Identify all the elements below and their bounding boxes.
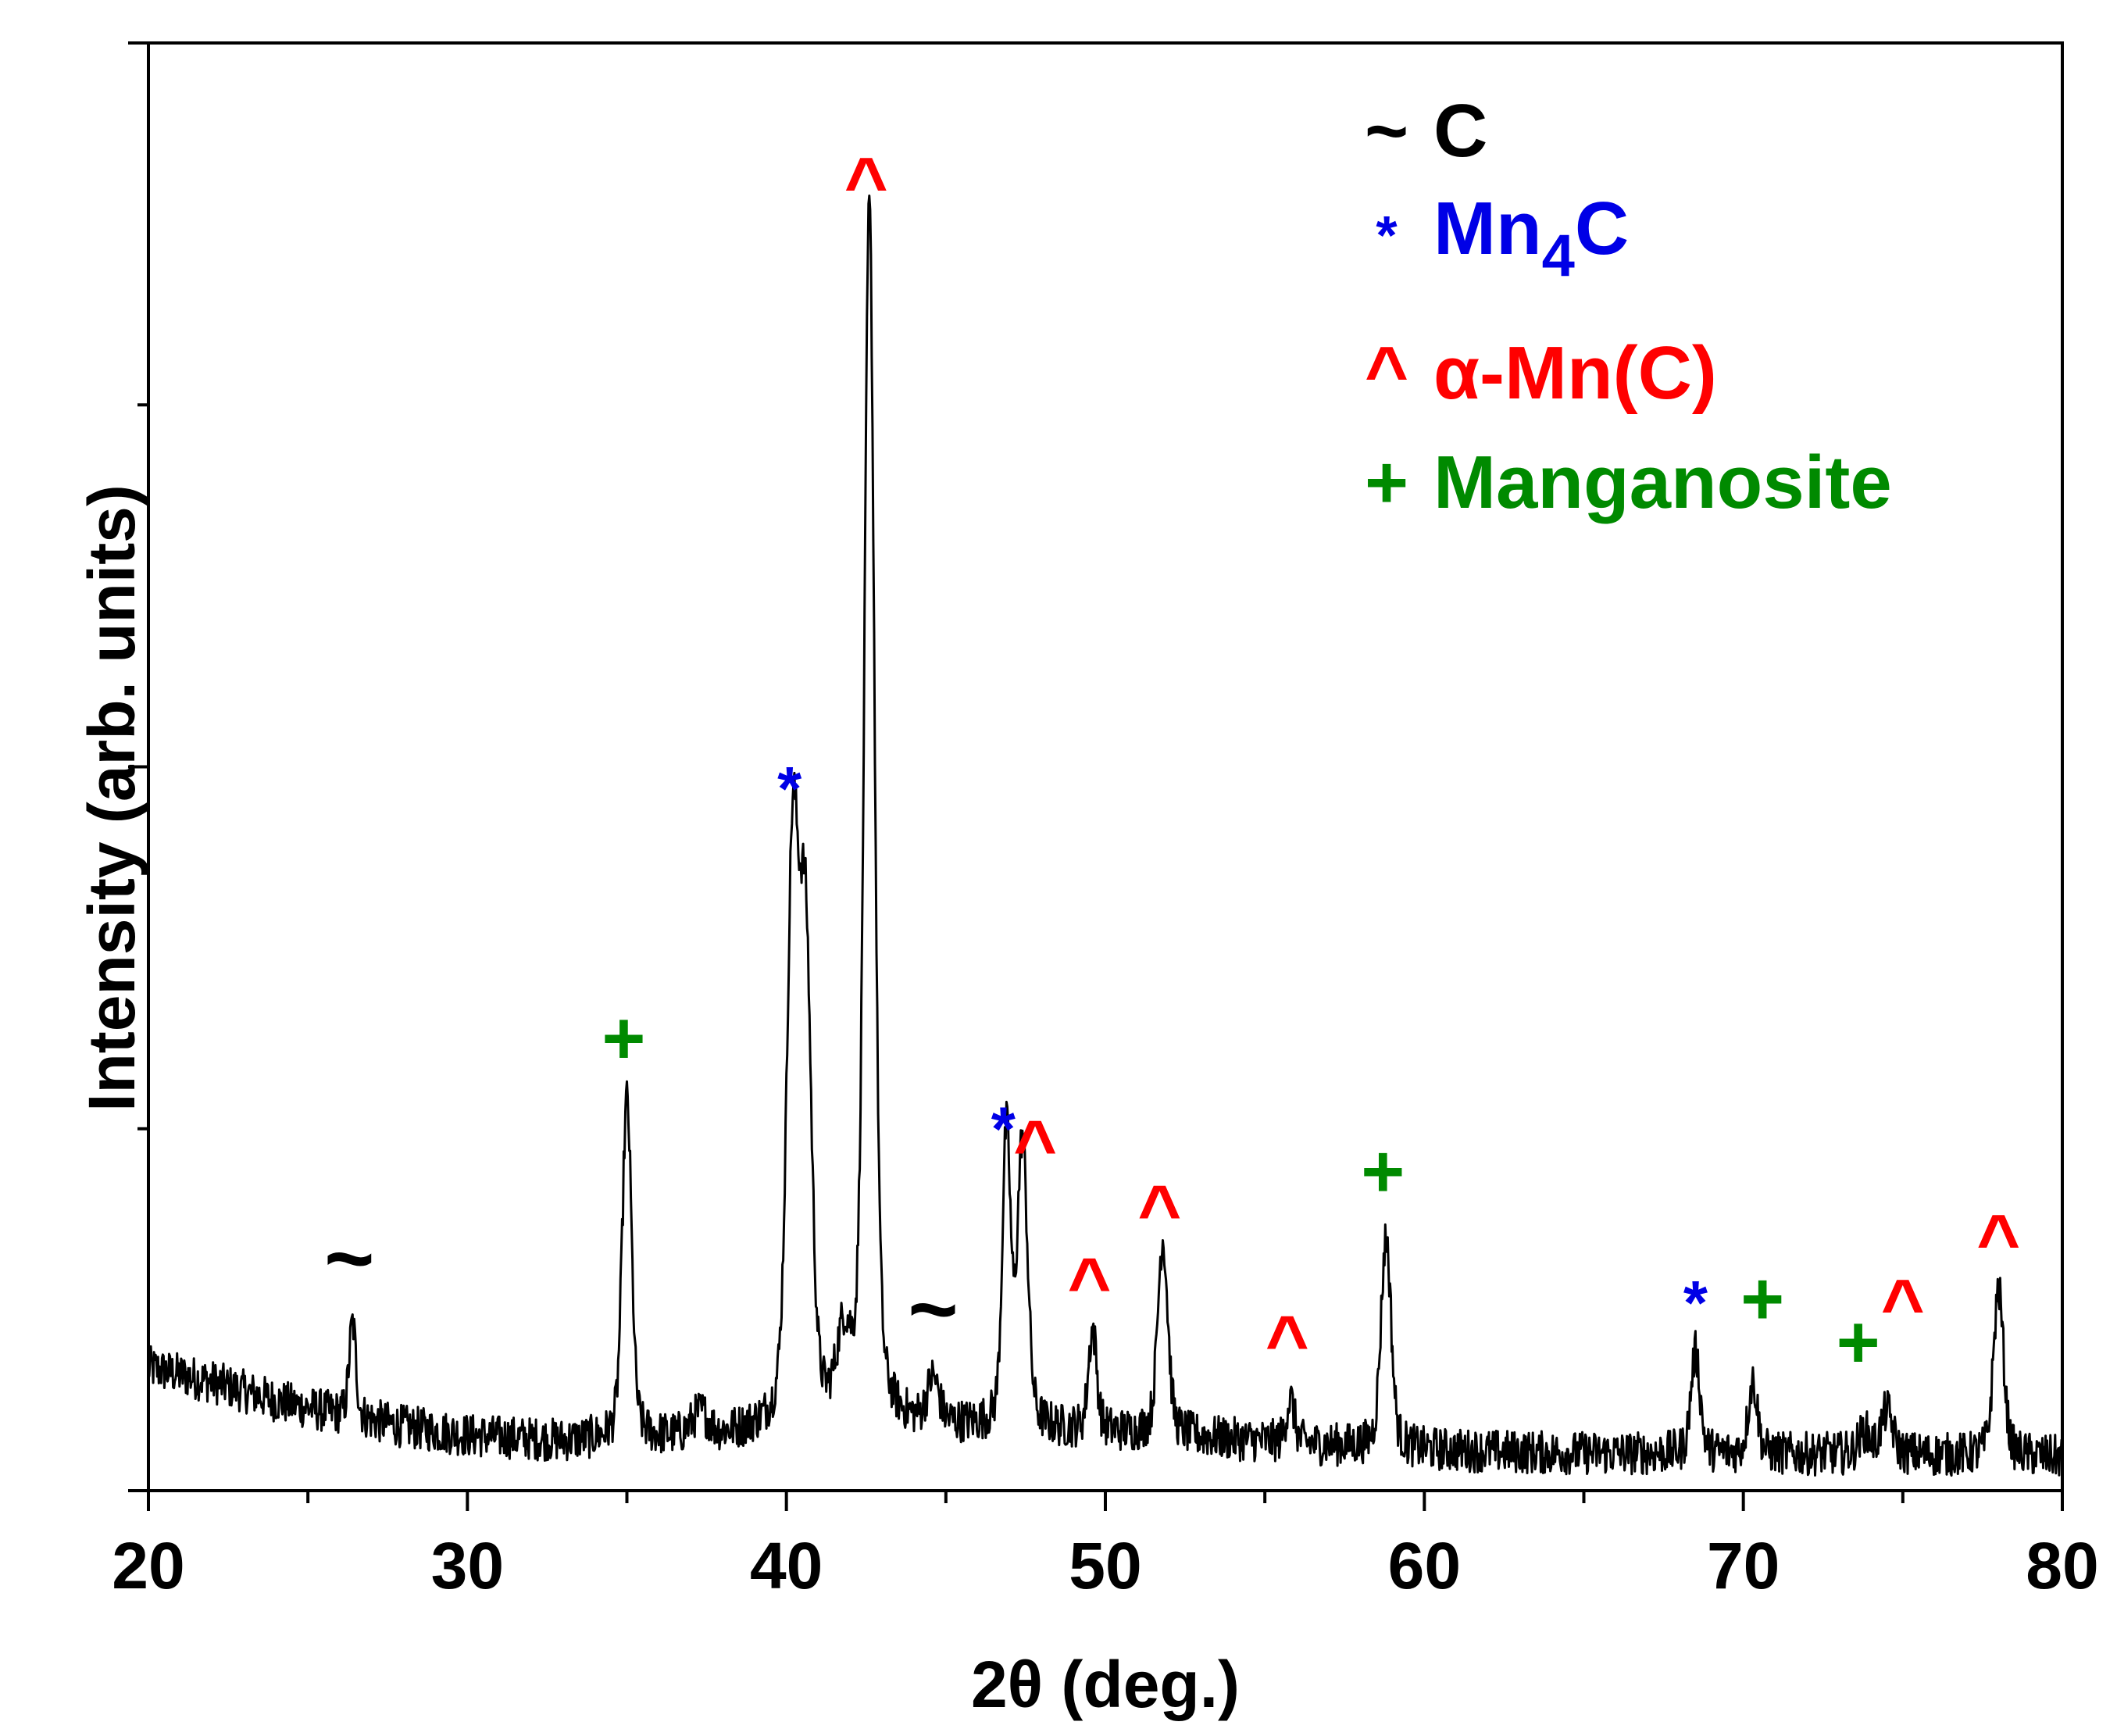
x-tick-label: 70 — [1707, 1529, 1780, 1602]
legend-symbol: + — [1365, 441, 1408, 524]
peak-marker: ~ — [908, 1261, 958, 1357]
peak-marker: + — [602, 996, 645, 1080]
peak-marker: ^ — [1881, 1264, 1925, 1348]
peak-marker: ^ — [1137, 1170, 1181, 1254]
axis-ticks: 20 30 40 50 60 70 80 — [112, 41, 2099, 1602]
peak-annotations: ~+*^~*^^^^+* ++ ^^ — [324, 142, 2020, 1384]
x-tick-label: 60 — [1388, 1529, 1461, 1602]
legend-symbol: ^ — [1365, 331, 1408, 415]
peak-marker: ^ — [1068, 1242, 1112, 1326]
peak-marker: ~ — [324, 1211, 374, 1307]
peak-marker: + — [1361, 1130, 1405, 1213]
x-axis-label: 2θ (deg.) — [971, 1648, 1240, 1721]
peak-marker: + — [1837, 1300, 1880, 1384]
xrd-series-line — [147, 195, 2064, 1477]
peak-marker: + — [1740, 1257, 1784, 1341]
peak-marker: ^ — [1013, 1105, 1057, 1188]
x-tick-label: 20 — [112, 1529, 184, 1602]
x-tick-label: 50 — [1069, 1529, 1141, 1602]
peak-marker: ^ — [844, 142, 888, 226]
legend-symbol: * — [1376, 205, 1398, 266]
legend-label: Manganosite — [1433, 441, 1892, 524]
peak-marker: ^ — [1266, 1300, 1309, 1384]
y-axis-label: Intensity (arb. units) — [75, 484, 148, 1112]
peak-marker: * — [1683, 1268, 1708, 1338]
x-tick-label: 80 — [2026, 1529, 2098, 1602]
x-tick-label: 40 — [750, 1529, 823, 1602]
x-tick-label: 30 — [431, 1529, 504, 1602]
legend: ~ C * Mn4C ^ α-Mn(C) + Manganosite — [1365, 89, 1892, 524]
peak-marker: * — [991, 1095, 1016, 1164]
legend-label: C — [1433, 89, 1487, 173]
peak-marker: ^ — [1976, 1199, 2020, 1283]
pattern-layer — [147, 195, 2064, 1477]
legend-label: α-Mn(C) — [1433, 331, 1717, 415]
legend-symbol: ~ — [1365, 89, 1408, 173]
legend-label: Mn4C — [1433, 187, 1629, 289]
peak-marker: * — [777, 754, 802, 823]
